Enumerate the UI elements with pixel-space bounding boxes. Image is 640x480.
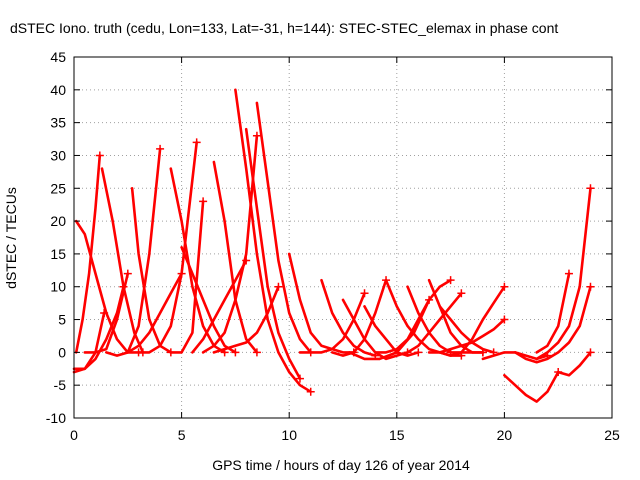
series-line <box>83 272 130 354</box>
series-line <box>244 127 302 380</box>
series-end-marker <box>100 308 109 317</box>
series-line <box>72 311 106 374</box>
series-line <box>201 134 259 354</box>
y-tick-label: 0 <box>58 344 66 360</box>
series-end-marker <box>360 289 369 298</box>
series-line <box>212 160 259 354</box>
series-line <box>363 305 420 357</box>
y-tick-label: 35 <box>50 115 66 131</box>
x-tick-label: 0 <box>70 427 78 443</box>
series-line <box>169 200 205 354</box>
series-end-marker <box>123 269 132 278</box>
series-line <box>100 167 145 354</box>
series-line <box>348 298 431 361</box>
x-tick-label: 25 <box>604 427 620 443</box>
series-line <box>137 141 198 354</box>
series-end-marker <box>177 269 186 278</box>
series-end-marker <box>586 282 595 291</box>
series-end-marker <box>457 289 466 298</box>
x-tick-label: 15 <box>389 427 405 443</box>
y-tick-labels: -10 -5 0 5 10 15 20 25 30 35 40 45 <box>46 49 66 426</box>
series-line <box>191 259 248 354</box>
series-line <box>438 305 495 354</box>
series-line <box>373 278 452 354</box>
series-end-marker <box>500 282 509 291</box>
chart-title: dSTEC Iono. truth (cedu, Lon=133, Lat=-3… <box>10 20 558 36</box>
plot-frame <box>73 56 613 419</box>
series-end-marker <box>586 348 595 357</box>
series-line <box>535 272 571 354</box>
series-end-marker <box>500 315 509 324</box>
series-end-marker <box>274 282 283 291</box>
series-line <box>320 278 377 357</box>
series-line <box>427 318 506 354</box>
series-line <box>330 278 388 357</box>
series-end-marker <box>478 348 487 357</box>
series-line <box>72 285 125 371</box>
x-tick-label: 10 <box>281 427 297 443</box>
y-tick-label: 15 <box>50 246 66 262</box>
series-end-marker <box>199 197 208 206</box>
series-end-marker <box>192 138 201 147</box>
series-line <box>74 219 140 354</box>
series-end-marker <box>446 276 455 285</box>
series-end-marker <box>564 269 573 278</box>
y-tick-label: 30 <box>50 147 66 163</box>
plot-grid <box>74 57 612 418</box>
x-tick-label: 20 <box>497 427 513 443</box>
y-tick-label: 5 <box>58 312 66 328</box>
series-line <box>255 101 313 354</box>
series-end-marker <box>414 348 423 357</box>
y-axis-label: dSTEC / TECUs <box>3 187 19 289</box>
series-line <box>169 167 226 354</box>
y-tick-label: -5 <box>54 377 67 393</box>
series-line <box>105 147 162 357</box>
series-line <box>503 370 560 403</box>
series-line <box>535 187 592 361</box>
series-end-marker <box>586 184 595 193</box>
series-line <box>234 88 313 394</box>
x-tick-labels: 0 5 10 15 20 25 <box>70 427 620 443</box>
series-end-marker <box>295 374 304 383</box>
x-axis-label: GPS time / hours of day 126 of year 2014 <box>212 457 470 473</box>
plot-series <box>72 88 595 403</box>
series-end-marker <box>252 131 261 140</box>
y-tick-label: 20 <box>50 213 66 229</box>
series-line <box>406 291 463 354</box>
series-line <box>130 187 173 354</box>
series-end-marker <box>156 144 165 153</box>
series-line <box>513 285 592 364</box>
y-tick-label: -10 <box>46 410 66 426</box>
series-end-marker <box>306 387 315 396</box>
series-end-marker <box>231 348 240 357</box>
y-tick-label: 45 <box>50 49 66 65</box>
y-tick-label: 25 <box>50 180 66 196</box>
series-line <box>74 154 102 354</box>
series-line <box>287 252 356 354</box>
series-line <box>556 351 592 377</box>
tick-marks <box>73 56 613 419</box>
series-line <box>126 272 183 354</box>
series-line <box>438 285 506 357</box>
y-tick-label: 10 <box>50 279 66 295</box>
y-tick-label: 40 <box>50 82 66 98</box>
series-line <box>212 285 280 354</box>
x-tick-label: 5 <box>178 427 186 443</box>
series-end-marker <box>95 151 104 160</box>
series-line <box>180 246 237 354</box>
series-end-marker <box>252 348 261 357</box>
